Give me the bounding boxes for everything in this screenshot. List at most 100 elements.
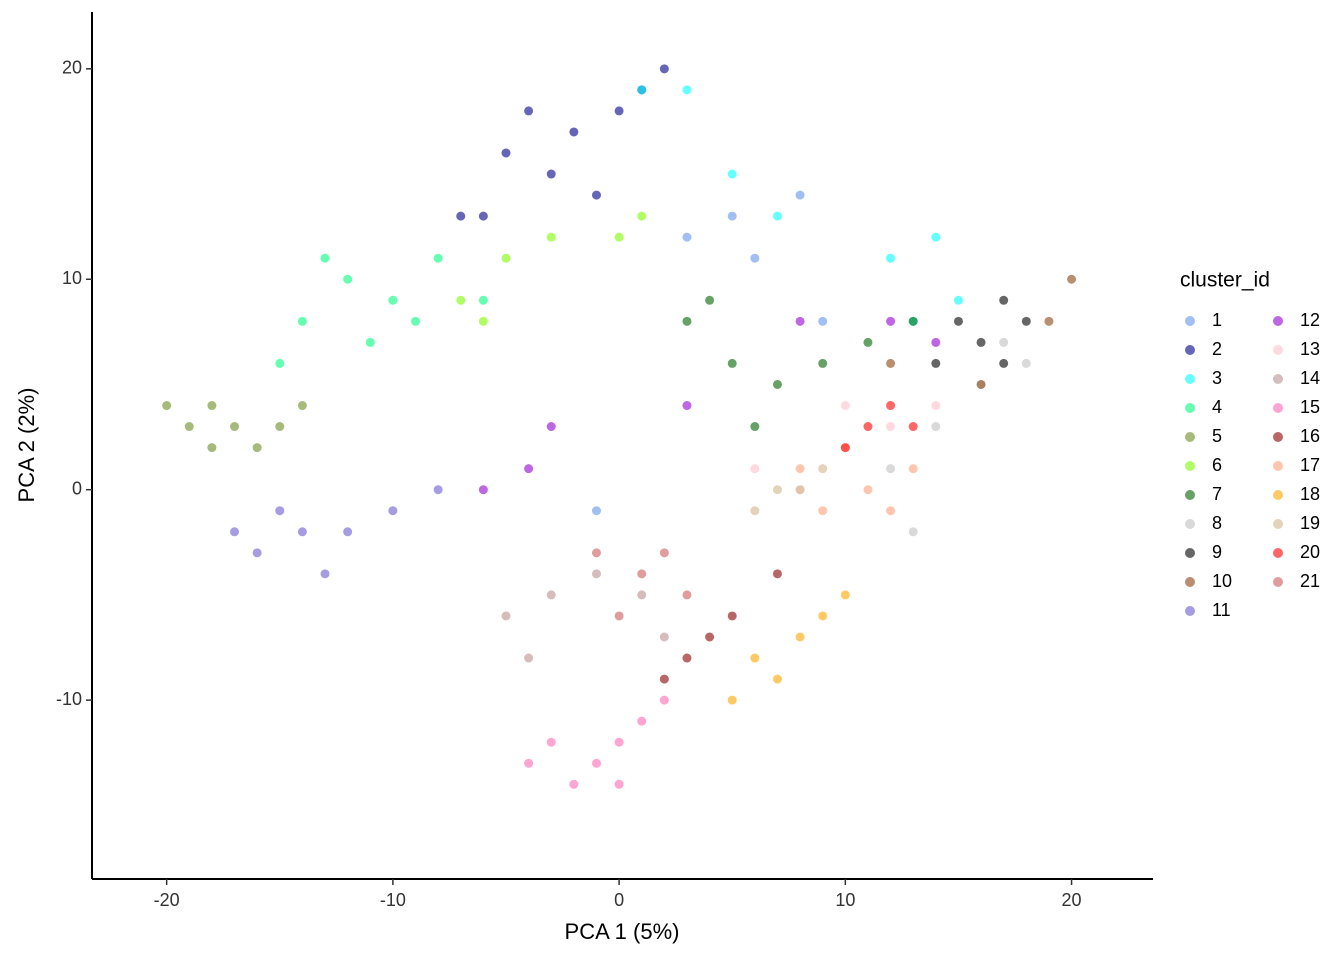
point bbox=[750, 464, 760, 474]
point bbox=[637, 716, 647, 726]
point bbox=[388, 295, 398, 305]
point bbox=[931, 337, 941, 347]
point bbox=[524, 106, 534, 116]
point bbox=[682, 653, 692, 663]
point bbox=[524, 464, 534, 474]
point bbox=[931, 422, 941, 432]
point bbox=[727, 169, 737, 179]
y-tick-label: -10 bbox=[56, 689, 82, 709]
legend-key bbox=[1273, 345, 1283, 355]
legend-key bbox=[1185, 519, 1195, 529]
point bbox=[252, 443, 262, 453]
point bbox=[207, 401, 217, 411]
point bbox=[931, 401, 941, 411]
point bbox=[795, 485, 805, 495]
legend-key bbox=[1185, 577, 1195, 587]
point bbox=[682, 85, 692, 95]
point bbox=[614, 611, 624, 621]
point bbox=[750, 253, 760, 263]
point bbox=[818, 506, 828, 516]
point bbox=[569, 779, 579, 789]
legend-key bbox=[1273, 432, 1283, 442]
point bbox=[705, 295, 715, 305]
point bbox=[546, 232, 556, 242]
point bbox=[252, 548, 262, 558]
point bbox=[637, 211, 647, 221]
legend-label: 9 bbox=[1212, 542, 1222, 562]
legend-label: 12 bbox=[1300, 310, 1320, 330]
legend-key bbox=[1185, 490, 1195, 500]
point bbox=[863, 337, 873, 347]
legend-key bbox=[1273, 548, 1283, 558]
point bbox=[297, 401, 307, 411]
point bbox=[275, 422, 285, 432]
point bbox=[456, 295, 466, 305]
point bbox=[1044, 316, 1054, 326]
legend-label: 21 bbox=[1300, 571, 1320, 591]
legend-label: 2 bbox=[1212, 339, 1222, 359]
point bbox=[297, 316, 307, 326]
point bbox=[230, 527, 240, 537]
point bbox=[478, 485, 488, 495]
legend-key bbox=[1185, 374, 1195, 384]
point bbox=[953, 316, 963, 326]
point bbox=[478, 295, 488, 305]
point bbox=[659, 695, 669, 705]
legend-label: 8 bbox=[1212, 513, 1222, 533]
point bbox=[727, 695, 737, 705]
y-tick-label: 0 bbox=[72, 478, 82, 498]
point bbox=[908, 464, 918, 474]
point bbox=[411, 316, 421, 326]
point bbox=[682, 232, 692, 242]
point bbox=[750, 506, 760, 516]
point bbox=[818, 611, 828, 621]
point bbox=[659, 64, 669, 74]
point bbox=[999, 295, 1009, 305]
point bbox=[659, 674, 669, 684]
point bbox=[886, 253, 896, 263]
point bbox=[614, 779, 624, 789]
point bbox=[614, 737, 624, 747]
point bbox=[365, 337, 375, 347]
legend-label: 5 bbox=[1212, 426, 1222, 446]
point bbox=[478, 211, 488, 221]
x-tick-label: -10 bbox=[380, 890, 406, 910]
legend-key bbox=[1273, 519, 1283, 529]
point bbox=[863, 485, 873, 495]
point bbox=[343, 274, 353, 284]
point bbox=[772, 674, 782, 684]
point bbox=[931, 232, 941, 242]
legend-label: 6 bbox=[1212, 455, 1222, 475]
point bbox=[908, 527, 918, 537]
point bbox=[297, 527, 307, 537]
legend-key bbox=[1273, 403, 1283, 413]
point bbox=[795, 316, 805, 326]
point bbox=[659, 632, 669, 642]
point bbox=[591, 569, 601, 579]
point bbox=[637, 85, 647, 95]
point bbox=[750, 653, 760, 663]
point bbox=[886, 464, 896, 474]
point bbox=[886, 506, 896, 516]
legend-key bbox=[1185, 316, 1195, 326]
point bbox=[795, 632, 805, 642]
point bbox=[1067, 274, 1077, 284]
point bbox=[501, 253, 511, 263]
x-axis-title: PCA 1 (5%) bbox=[565, 919, 680, 944]
point bbox=[840, 401, 850, 411]
legend-key bbox=[1273, 461, 1283, 471]
point bbox=[886, 401, 896, 411]
x-tick-label: 10 bbox=[835, 890, 855, 910]
point bbox=[795, 464, 805, 474]
legend-label: 3 bbox=[1212, 368, 1222, 388]
point bbox=[230, 422, 240, 432]
point bbox=[727, 358, 737, 368]
legend-label: 1 bbox=[1212, 310, 1222, 330]
point bbox=[976, 337, 986, 347]
y-axis-title: PCA 2 (2%) bbox=[14, 388, 39, 503]
legend-label: 19 bbox=[1300, 513, 1320, 533]
legend-label: 15 bbox=[1300, 397, 1320, 417]
point bbox=[1021, 316, 1031, 326]
legend-key bbox=[1273, 577, 1283, 587]
